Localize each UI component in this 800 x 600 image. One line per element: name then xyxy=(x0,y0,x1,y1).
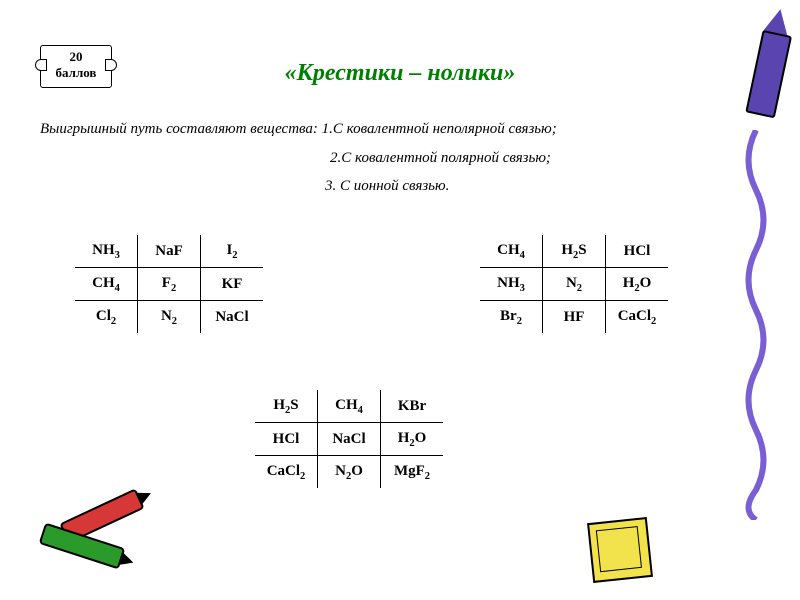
cell: NH3 xyxy=(480,268,543,301)
cell: F2 xyxy=(138,268,201,301)
tic-tac-toe-grid-2: CH4H2SHCl NH3N2H2O Br2HFCaCl2 xyxy=(480,235,668,333)
cell: NH3 xyxy=(75,235,138,268)
cell: CaCl2 xyxy=(606,301,669,334)
cell: Br2 xyxy=(480,301,543,334)
cell: CH4 xyxy=(480,235,543,268)
cell: CH4 xyxy=(75,268,138,301)
cell: H2S xyxy=(255,390,318,423)
cell: NaF xyxy=(138,235,201,268)
cell: HCl xyxy=(606,235,669,268)
cell: CaCl2 xyxy=(255,456,318,489)
squiggle-icon xyxy=(736,130,776,520)
subtitle-line-2: 2.С ковалентной полярной связью; xyxy=(40,144,760,173)
cell: MgF2 xyxy=(381,456,444,489)
cell: HCl xyxy=(255,423,318,456)
cell: I2 xyxy=(201,235,264,268)
cell: KF xyxy=(201,268,264,301)
sticky-note-icon xyxy=(587,517,653,583)
cell: KBr xyxy=(381,390,444,423)
subtitle-block: Выигрышный путь составляют вещества: 1.С… xyxy=(40,115,760,201)
cell: Cl2 xyxy=(75,301,138,334)
cell: NaCl xyxy=(201,301,264,334)
cell: H2O xyxy=(606,268,669,301)
cell: NaCl xyxy=(318,423,381,456)
cell: H2O xyxy=(381,423,444,456)
subtitle-line-3: 3. С ионной связью. xyxy=(40,172,760,201)
cell: H2S xyxy=(543,235,606,268)
page-title: «Крестики – нолики» xyxy=(0,60,800,87)
cell: CH4 xyxy=(318,390,381,423)
tic-tac-toe-grid-1: NH3NaFI2 CH4F2KF Cl2N2NaCl xyxy=(75,235,263,333)
cell: N2 xyxy=(138,301,201,334)
tic-tac-toe-grid-3: H2SCH4KBr HClNaClH2O CaCl2N2OMgF2 xyxy=(255,390,443,488)
cell: N2 xyxy=(543,268,606,301)
subtitle-line-1: Выигрышный путь составляют вещества: 1.С… xyxy=(40,115,760,144)
cell: N2O xyxy=(318,456,381,489)
cell: HF xyxy=(543,301,606,334)
markers-icon xyxy=(30,495,160,575)
